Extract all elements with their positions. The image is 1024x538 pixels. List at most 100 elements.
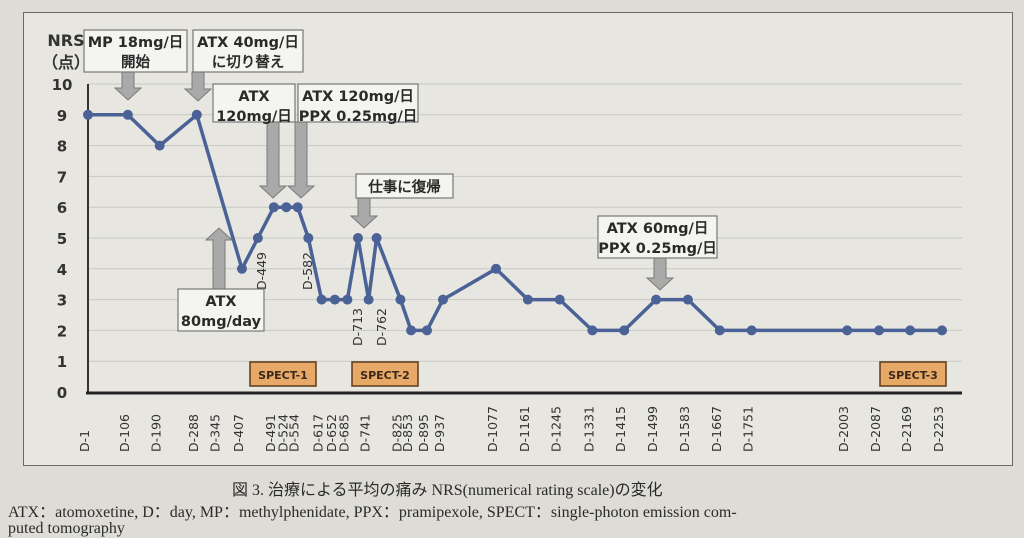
data-point (682, 294, 693, 305)
data-point (842, 325, 853, 336)
y-tick-label: 10 (52, 76, 73, 94)
data-point (651, 294, 662, 305)
data-point (83, 109, 93, 120)
data-point (329, 294, 340, 305)
x-tick-label: D-937 (432, 414, 447, 452)
x-tick-label: D-190 (149, 414, 164, 452)
spect-marker-box (351, 361, 419, 387)
x-tick-label: D-1 (77, 430, 92, 452)
data-point (342, 294, 353, 305)
x-tick-label: D-2253 (931, 406, 946, 452)
spect-marker-label: SPECT-3 (888, 369, 938, 382)
data-point (316, 294, 327, 305)
y-tick-label: 0 (57, 384, 67, 402)
annotation-text: 80mg/day (181, 314, 262, 330)
x-tick-label: D-524 (275, 414, 290, 452)
y-tick-label: 4 (57, 261, 67, 279)
y-tick-label: 9 (57, 107, 67, 125)
y-tick-label: 6 (57, 199, 67, 217)
arrow-down-icon (286, 121, 316, 199)
x-tick-label: D-345 (207, 414, 222, 452)
data-point (587, 325, 598, 336)
x-tick-label: D-106 (117, 414, 132, 452)
data-point (281, 202, 292, 213)
annotation-text: 開始 (121, 53, 150, 71)
y-axis-label: NRS (47, 31, 84, 50)
x-tick-label: D-288 (186, 414, 201, 452)
data-point (236, 263, 247, 274)
data-point (371, 233, 382, 243)
x-tick-label: D-895 (416, 414, 431, 452)
data-point (268, 202, 279, 213)
annotation-text: PPX 0.25mg/日 (299, 108, 418, 125)
arrow-up-icon (204, 227, 234, 290)
annotation-box (297, 83, 419, 123)
y-axis-label: （点） (42, 53, 90, 72)
arrow-down-icon (349, 197, 379, 229)
annotation-text: ATX (205, 294, 236, 310)
data-point (937, 325, 947, 336)
arrow-down-icon (113, 71, 143, 101)
x-tick-label: D-491 (263, 414, 278, 452)
data-point (363, 294, 374, 305)
data-point (406, 325, 417, 336)
y-tick-label: 1 (57, 353, 67, 371)
inline-day-label: D-449 (254, 252, 269, 290)
data-point (353, 233, 364, 243)
x-tick-label: D-1751 (741, 406, 756, 452)
x-tick-label: D-1161 (517, 406, 532, 452)
annotation-box (355, 173, 454, 199)
x-tick-label: D-407 (231, 414, 246, 452)
data-point (714, 325, 725, 336)
data-point (303, 233, 314, 243)
annotation-text: に切り替え (212, 53, 285, 71)
x-tick-label: D-1077 (485, 406, 500, 452)
data-point (292, 202, 303, 213)
y-tick-label: 8 (57, 138, 67, 156)
annotation-text: 仕事に復帰 (367, 178, 441, 196)
inline-day-label: D-713 (350, 308, 365, 346)
spect-marker-box (249, 361, 317, 387)
annotation-box (192, 29, 304, 73)
annotation-text: 120mg/日 (216, 108, 292, 125)
y-tick-label: 7 (57, 168, 67, 186)
x-tick-label: D-652 (324, 414, 339, 452)
x-tick-label: D-685 (336, 414, 351, 452)
annotation-box (597, 215, 718, 259)
x-tick-label: D-1415 (613, 406, 628, 452)
x-tick-label: D-1499 (645, 406, 660, 452)
y-tick-label: 5 (57, 230, 67, 248)
x-tick-label: D-2087 (868, 406, 883, 452)
x-tick-label: D-1583 (677, 406, 692, 452)
x-tick-label: D-2003 (836, 406, 851, 452)
data-point (437, 294, 448, 305)
data-point (619, 325, 630, 336)
x-tick-label: D-1331 (581, 406, 596, 452)
annotation-box (177, 288, 265, 332)
figure-caption-abbreviations-cont: puted tomography (8, 520, 125, 537)
spect-marker-label: SPECT-2 (360, 369, 410, 382)
data-point (522, 294, 533, 305)
x-tick-label: D-1245 (549, 406, 564, 452)
x-tick-label: D-617 (311, 414, 326, 452)
figure-frame (23, 12, 1013, 466)
data-point (395, 294, 406, 305)
annotation-text: MP 18mg/日 (88, 34, 184, 51)
inline-day-label: D-582 (300, 252, 315, 290)
data-point (874, 325, 885, 336)
x-tick-label: D-741 (358, 414, 373, 452)
x-tick-label: D-2169 (899, 406, 914, 452)
data-point (554, 294, 565, 305)
spect-marker-box (879, 361, 947, 387)
annotation-text: ATX 60mg/日 (607, 220, 709, 237)
annotation-box (212, 83, 296, 123)
data-point (154, 140, 165, 151)
arrow-down-icon (645, 257, 675, 291)
y-tick-label: 3 (57, 292, 67, 310)
data-point (252, 233, 263, 243)
data-point (122, 109, 133, 120)
annotation-box (83, 29, 188, 73)
x-tick-label: D-554 (287, 414, 302, 452)
data-point (746, 325, 757, 336)
